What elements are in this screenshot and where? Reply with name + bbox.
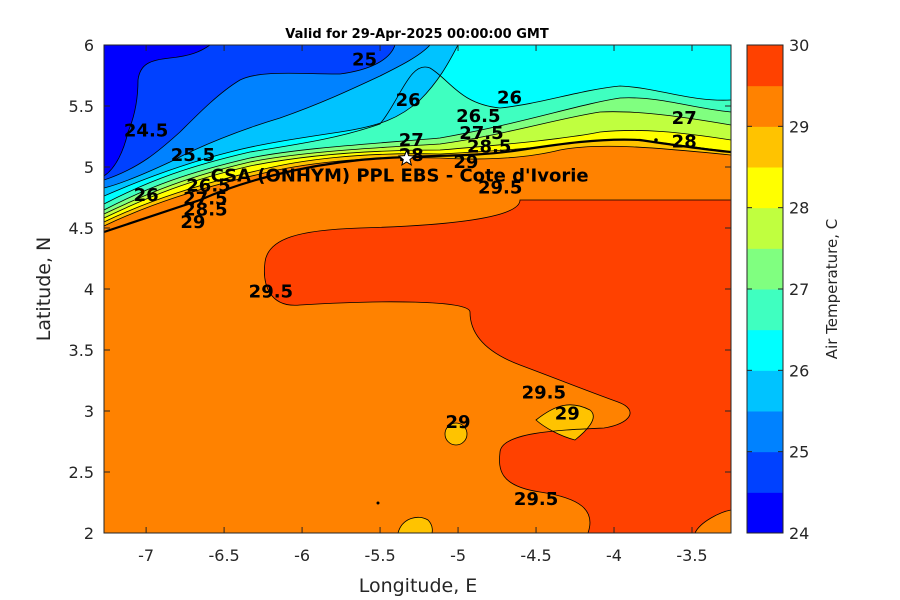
colorbar-swatch — [747, 411, 783, 453]
contour-label: 29 — [180, 212, 205, 233]
contour-label: 26 — [134, 185, 159, 206]
y-tick-label: 4.5 — [69, 219, 94, 238]
colorbar-swatch — [747, 370, 783, 412]
dot-marker — [654, 138, 658, 142]
colorbar-tick-label: 28 — [789, 199, 809, 218]
x-tick-label: -6.5 — [208, 546, 239, 565]
colorbar-swatch — [747, 207, 783, 249]
site-star-icon — [397, 149, 416, 166]
contour-label: 29.5 — [514, 489, 558, 510]
colorbar-swatch — [747, 492, 783, 534]
colorbar-swatch — [747, 451, 783, 493]
colorbar-swatch — [747, 329, 783, 371]
contour-label: 29 — [446, 412, 471, 433]
x-tick-label: -4 — [606, 546, 622, 565]
y-tick-label: 5 — [84, 158, 94, 177]
contour-label: 29.5 — [249, 281, 293, 302]
y-axis: 2 2.5 3 3.5 4 4.5 5 5.5 6 — [69, 36, 731, 543]
contour-label: 27.5 — [459, 123, 503, 144]
contour-label: 29 — [555, 403, 580, 424]
contour-label: 26.5 — [186, 175, 230, 196]
contour-label: 26.5 — [456, 106, 500, 127]
contour-label: 28.5 — [467, 136, 511, 157]
y-tick-label: 6 — [84, 36, 94, 55]
contour-label: 29 — [453, 152, 478, 173]
colorbar-tick-label: 29 — [789, 117, 809, 136]
contour-label: 27 — [672, 108, 697, 129]
x-tick-label: -5 — [450, 546, 466, 565]
contour-label: 25 — [352, 50, 377, 71]
chart-title: Valid for 29-Apr-2025 00:00:00 GMT — [285, 27, 549, 42]
x-tick-label: -4.5 — [520, 546, 551, 565]
colorbar-swatch — [747, 167, 783, 209]
y-tick-label: 4 — [84, 280, 94, 299]
y-axis-label: Latitude, N — [33, 237, 55, 342]
x-axis-label: Longitude, E — [359, 575, 478, 597]
band-245-25 — [104, 45, 395, 180]
band-24-245 — [104, 45, 210, 176]
patch-29-a — [444, 422, 468, 446]
colorbar: 24 25 26 27 28 29 30 — [746, 36, 809, 543]
patch-29-c — [397, 516, 433, 533]
band-29-295-corner — [695, 510, 731, 533]
colorbar-tick-label: 24 — [789, 524, 809, 543]
dot-marker — [376, 501, 380, 505]
y-tick-label: 3.5 — [69, 341, 94, 360]
contour-label: 28.5 — [183, 200, 227, 221]
contour-label: 29.5 — [478, 178, 522, 199]
band-295-30 — [264, 45, 731, 533]
coastline — [104, 138, 731, 234]
contour-lines — [104, 45, 731, 533]
y-tick-label: 2.5 — [69, 463, 94, 482]
x-tick-label: -6 — [294, 546, 310, 565]
colorbar-swatch — [747, 248, 783, 290]
contour-label: 29.5 — [522, 383, 566, 404]
x-axis: -7 -6.5 -6 -5.5 -5 -4.5 -4 -3.5 — [138, 45, 708, 565]
colorbar-tick-label: 27 — [789, 280, 809, 299]
contour-label: 26 — [396, 90, 421, 111]
site-label: CSA (ONHYM) PPL EBS - Cote d'Ivorie — [211, 165, 589, 186]
colorbar-tick-label: 30 — [789, 36, 809, 55]
contour-label: 24.5 — [124, 120, 168, 141]
y-tick-label: 3 — [84, 402, 94, 421]
x-tick-label: -7 — [138, 546, 154, 565]
x-tick-label: -3.5 — [676, 546, 707, 565]
y-tick-label: 5.5 — [69, 97, 94, 116]
contour-label: 28 — [672, 131, 697, 152]
colorbar-tick-label: 25 — [789, 443, 809, 462]
contour-label: 26 — [497, 87, 522, 108]
contour-label: 27 — [399, 130, 424, 151]
contour-label: 25.5 — [171, 145, 215, 166]
colorbar-swatch — [747, 126, 783, 168]
colorbar-swatch — [747, 289, 783, 331]
colorbar-swatch — [747, 45, 783, 87]
x-tick-label: -5.5 — [364, 546, 395, 565]
contour-label: 27.5 — [183, 189, 227, 210]
colorbar-label: Air Temperature, C — [823, 219, 841, 359]
colorbar-swatch — [747, 85, 783, 127]
contour-fill-area — [104, 45, 731, 533]
colorbar-tick-label: 26 — [789, 361, 809, 380]
y-tick-label: 2 — [84, 524, 94, 543]
